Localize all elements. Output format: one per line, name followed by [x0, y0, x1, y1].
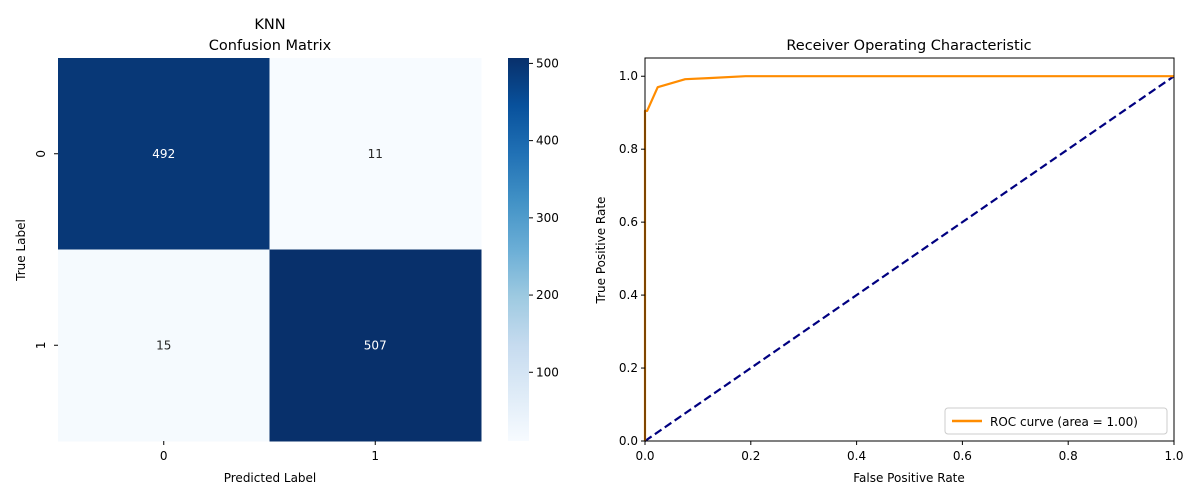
cm-cell	[269, 249, 482, 442]
cm-colorbar	[508, 58, 529, 441]
roc-x-axis-label: False Positive Rate	[853, 471, 965, 485]
cm-cell-value: 492	[152, 147, 175, 161]
cm-y-tick-label: 1	[34, 341, 48, 349]
cm-x-tick-label: 1	[371, 449, 379, 463]
roc-legend: ROC curve (area = 1.00)	[944, 407, 1168, 435]
roc-title: Receiver Operating Characteristic	[786, 38, 1031, 54]
cm-x-tick-label: 0	[160, 449, 168, 463]
roc-x-tick-label: 0.6	[953, 449, 972, 463]
roc-x-tick-label: 0.0	[635, 449, 654, 463]
roc-y-tick-label: 0.0	[619, 434, 638, 448]
roc-curve-line	[643, 75, 1174, 441]
colorbar-tick-label: 500	[536, 56, 559, 70]
cm-x-axis-label: Predicted Label	[224, 471, 317, 485]
colorbar-tick-label: 200	[536, 288, 559, 302]
cm-cell-value: 507	[364, 338, 387, 352]
roc-x-tick-label: 1.0	[1164, 449, 1183, 463]
cm-cells: 492 11 15 507	[58, 58, 482, 442]
cm-subtitle: Confusion Matrix	[209, 38, 332, 54]
legend-box	[944, 407, 1168, 435]
roc-y-tick-label: 0.4	[619, 288, 638, 302]
roc-plot-area	[645, 58, 1174, 441]
roc-x-ticks: 0.0 0.2 0.4 0.6 0.8 1.0	[635, 441, 1184, 463]
cm-cell-value: 11	[368, 147, 383, 161]
roc-x-tick-label: 0.8	[1059, 449, 1078, 463]
cm-title: KNN	[254, 17, 285, 33]
cm-y-axis-label: True Label	[14, 219, 28, 282]
legend-label-roc: ROC curve (area = 1.00)	[990, 415, 1138, 429]
colorbar-tick-label: 400	[536, 134, 559, 148]
cm-cell	[58, 249, 270, 442]
roc-panel: Receiver Operating Characteristic 0.0 0.2…	[594, 38, 1184, 485]
cm-cell	[58, 58, 270, 250]
roc-y-axis-label: True Positive Rate	[594, 197, 608, 305]
cm-cell	[269, 58, 482, 250]
cm-colorbar-ticks: 100 200 300 400 500	[529, 56, 559, 379]
cm-cell-value: 15	[156, 338, 171, 352]
cm-y-tick-label: 0	[34, 150, 48, 158]
roc-diagonal-line	[644, 75, 1175, 442]
roc-x-tick-label: 0.2	[741, 449, 760, 463]
roc-y-tick-label: 0.6	[619, 215, 638, 229]
roc-x-tick-label: 0.4	[847, 449, 866, 463]
roc-axes-frame	[644, 57, 1175, 442]
roc-y-ticks: 0.0 0.2 0.4 0.6 0.8 1.0	[619, 69, 645, 448]
cm-y-ticks: 01	[34, 150, 58, 349]
roc-y-tick-label: 1.0	[619, 69, 638, 83]
colorbar-tick-label: 300	[536, 211, 559, 225]
roc-y-tick-label: 0.2	[619, 361, 638, 375]
roc-y-tick-label: 0.8	[619, 142, 638, 156]
roc-lines	[643, 75, 1175, 442]
colorbar-tick-label: 100	[536, 365, 559, 379]
